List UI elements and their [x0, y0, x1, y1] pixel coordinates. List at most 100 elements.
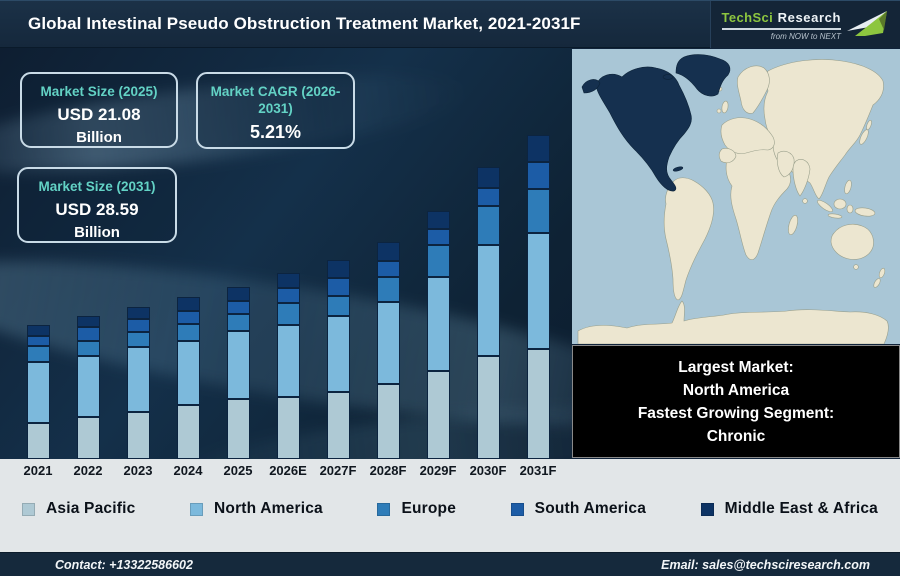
segment-middle-east-africa	[476, 167, 500, 188]
segment-asia-pacific	[526, 349, 550, 459]
x-axis-label-2024: 2024	[173, 463, 203, 478]
page-title: Global Intestinal Pseudo Obstruction Tre…	[28, 14, 581, 33]
bar-2024	[176, 297, 200, 459]
stat-value: 5.21%	[249, 122, 302, 142]
bar-2021	[26, 325, 50, 459]
world-map	[572, 49, 900, 344]
map-greenland-highlight	[675, 54, 731, 97]
segment-middle-east-africa	[276, 273, 300, 288]
map-india	[792, 159, 811, 197]
segment-middle-east-africa	[226, 287, 250, 301]
segment-north-america	[76, 356, 100, 417]
stat-value: USD 21.08	[57, 105, 141, 124]
segment-asia-pacific	[26, 423, 50, 459]
bar-2026e	[276, 273, 300, 459]
map-alaska-highlight	[581, 79, 601, 94]
logo-brand-primary: TechSci	[721, 9, 774, 25]
segment-middle-east-africa	[176, 297, 200, 311]
stat-label: Market Size (2031)	[38, 179, 156, 194]
stat-market-cagr: Market CAGR (2026-2031) 5.21%	[196, 72, 355, 149]
market-callout: Largest Market: North America Fastest Gr…	[572, 345, 900, 458]
segment-asia-pacific	[76, 417, 100, 459]
legend-swatch-middle-east-africa	[700, 502, 714, 516]
map-north-america-highlight	[595, 66, 692, 192]
segment-asia-pacific	[476, 356, 500, 459]
stat-unit: Billion	[74, 224, 120, 241]
map-ireland	[716, 108, 722, 114]
title-bar: Global Intestinal Pseudo Obstruction Tre…	[0, 0, 900, 48]
bar-2028f	[376, 242, 400, 459]
map-sri-lanka	[802, 198, 808, 204]
segment-south-america	[376, 261, 400, 277]
map-japan-north	[866, 119, 872, 131]
legend-swatch-europe	[377, 502, 391, 516]
bar-2031f	[526, 135, 550, 459]
legend-item-south-america: South America	[510, 500, 647, 518]
logo-brand-secondary: Research	[777, 9, 841, 25]
segment-north-america	[226, 331, 250, 399]
stat-market-size-2025: Market Size (2025) USD 21.08 Billion	[20, 72, 178, 148]
x-axis-label-2027f: 2027F	[319, 463, 357, 478]
logo-arrow-icon	[847, 10, 887, 36]
bar-2029f	[426, 211, 450, 459]
stat-label: Market Size (2025)	[40, 84, 158, 99]
bar-2025	[226, 287, 250, 459]
segment-south-america	[476, 188, 500, 206]
map-cuba-highlight	[672, 166, 684, 172]
segment-asia-pacific	[426, 371, 450, 459]
map-java	[827, 213, 843, 219]
segment-middle-east-africa	[26, 325, 50, 336]
logo-tagline: from NOW to NEXT	[770, 31, 841, 41]
legend-item-middle-east-africa: Middle East & Africa	[700, 500, 878, 518]
x-axis-label-2031f: 2031F	[519, 463, 557, 478]
x-axis-label-2030f: 2030F	[469, 463, 507, 478]
segment-south-america	[226, 301, 250, 314]
logo-text: TechSci Research from NOW to NEXT	[721, 9, 841, 41]
segment-europe	[176, 324, 200, 341]
segment-europe	[426, 245, 450, 277]
segment-middle-east-africa	[126, 307, 150, 319]
segment-europe	[226, 314, 250, 331]
segment-europe	[326, 296, 350, 316]
map-canadian-islands	[662, 74, 674, 80]
segment-north-america	[326, 316, 350, 392]
map-south-america	[663, 177, 714, 301]
legend-swatch-north-america	[190, 502, 204, 516]
segment-europe	[26, 346, 50, 362]
map-sumatra	[817, 199, 833, 213]
segment-south-america	[26, 336, 50, 346]
segment-south-america	[426, 229, 450, 245]
segment-south-america	[276, 288, 300, 303]
segment-north-america	[526, 233, 550, 349]
segment-south-america	[326, 278, 350, 296]
x-axis-labels: 2021 2022 2023 2024 2025 2026E 2027F 2028F 2029F…	[0, 463, 572, 481]
legend-label-asia-pacific: Asia Pacific	[46, 500, 136, 517]
segment-europe	[276, 303, 300, 325]
callout-line: North America	[682, 381, 790, 399]
legend-item-asia-pacific: Asia Pacific	[22, 500, 135, 518]
footer-bar: Contact: +13322586602 Email: sales@techs…	[0, 552, 900, 576]
legend-label-middle-east-africa: Middle East & Africa	[724, 500, 878, 517]
x-axis-label-2022: 2022	[73, 463, 103, 478]
x-axis-label-2026e: 2026E	[269, 463, 307, 478]
map-australia	[830, 223, 874, 260]
map-madagascar	[788, 214, 798, 236]
stacked-bar-chart	[0, 48, 572, 459]
segment-europe	[376, 277, 400, 302]
legend-item-europe: Europe	[377, 500, 456, 518]
map-arabia	[776, 150, 795, 178]
segment-south-america	[76, 327, 100, 341]
map-scandinavia	[737, 65, 770, 114]
callout-line: Fastest Growing Segment:	[637, 404, 835, 422]
techsci-logo: TechSci Research from NOW to NEXT	[710, 1, 900, 48]
callout-line: Largest Market:	[678, 358, 794, 376]
legend-swatch-asia-pacific	[22, 502, 35, 516]
stat-label: Market CAGR (2026-2031)	[210, 84, 341, 116]
segment-europe	[76, 341, 100, 356]
segment-europe	[476, 206, 500, 245]
x-axis-label-2028f: 2028F	[369, 463, 407, 478]
map-tasmania	[853, 264, 859, 270]
footer-email: Email: sales@techsciresearch.com	[661, 557, 870, 572]
legend-label-south-america: South America	[534, 500, 647, 517]
